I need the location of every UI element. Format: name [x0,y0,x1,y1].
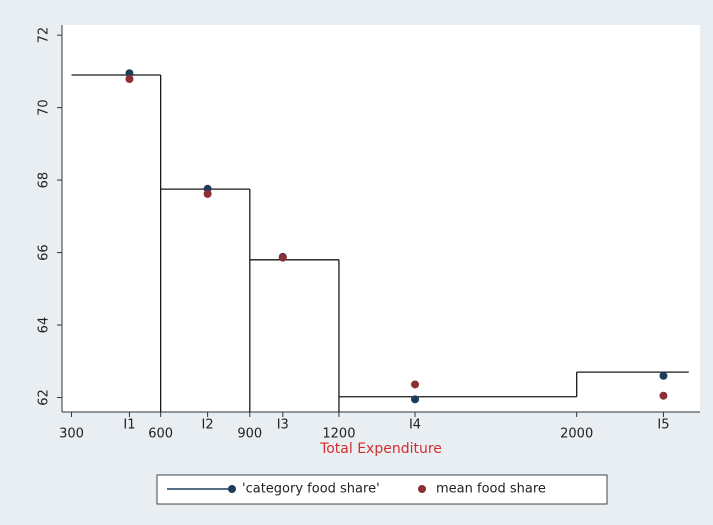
x-tick-label: I5 [657,418,669,433]
x-tick-label: 1200 [322,427,355,442]
legend-label: 'category food share' [242,482,380,497]
y-tick-label: 66 [37,244,52,261]
x-tick-label: 300 [59,427,84,442]
x-tick-label: 900 [237,427,262,442]
y-tick-label: 72 [37,27,52,44]
point [125,69,134,78]
x-tick-label: I4 [409,418,421,433]
x-tick-label: I2 [202,418,214,433]
point [659,371,668,380]
point [411,380,420,389]
x-axis-label: Total Expenditure [319,441,442,457]
x-tick-label: 2000 [560,427,593,442]
point [659,391,668,400]
y-tick-label: 64 [37,317,52,334]
point [411,395,420,404]
point [203,189,212,198]
point [125,74,134,83]
plot-area [62,25,700,412]
x-tick-label: 600 [148,427,173,442]
legend-marker [418,485,426,493]
point [278,253,287,262]
legend-marker [228,485,236,493]
legend-label: mean food share [436,482,546,497]
x-tick-label: I3 [277,418,289,433]
y-tick-label: 68 [37,172,52,189]
y-tick-label: 62 [37,389,52,406]
y-tick-label: 70 [37,99,52,116]
x-tick-label: I1 [123,418,135,433]
